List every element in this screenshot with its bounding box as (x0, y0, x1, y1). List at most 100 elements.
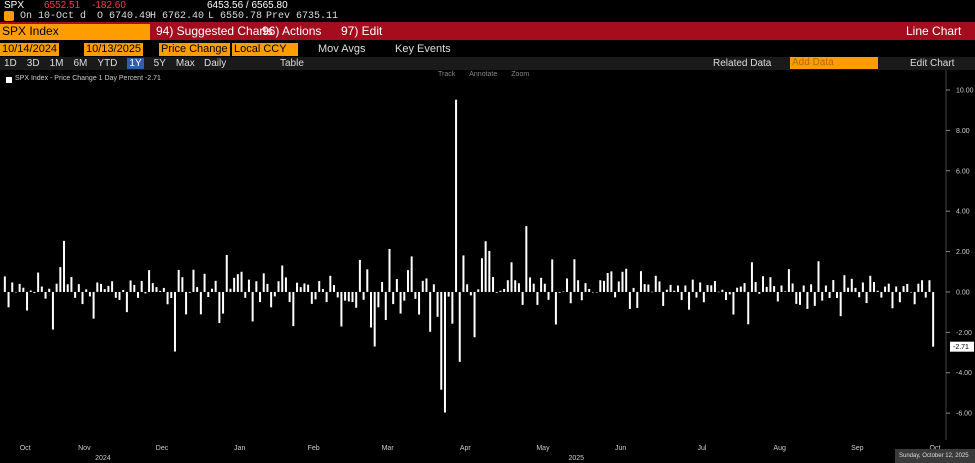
field-select[interactable]: Price Change (159, 43, 230, 56)
suggested-charts[interactable]: 94) Suggested Charts (156, 24, 273, 38)
bar (199, 291, 202, 315)
bar (403, 291, 406, 301)
period-button[interactable]: 3D (26, 58, 40, 69)
low: L 6550.78 (208, 11, 263, 22)
period-button[interactable]: 1D (4, 58, 17, 69)
bar (63, 240, 66, 292)
period-button[interactable]: YTD (97, 58, 118, 69)
bar (244, 291, 247, 298)
bar (832, 280, 835, 292)
period-button[interactable]: 6M (73, 58, 88, 69)
bar (207, 291, 210, 298)
period-button[interactable]: 5Y (153, 58, 166, 69)
open: O 6740.49 (97, 11, 152, 22)
chart-tools: Track Annotate Zoom (438, 71, 529, 78)
bar (33, 291, 36, 293)
bar (614, 291, 617, 298)
bar (240, 271, 243, 292)
bar (835, 291, 838, 299)
bar (591, 291, 594, 293)
y-tick-label: -6.00 (956, 411, 972, 418)
bar (77, 284, 80, 292)
chart-tool[interactable]: Track (438, 71, 456, 78)
bar (606, 272, 609, 292)
chart-tool[interactable]: Annotate (469, 71, 498, 78)
bar (921, 280, 924, 292)
bar (421, 280, 424, 292)
currency-select[interactable]: Local CCY (232, 43, 298, 56)
bar (26, 291, 29, 311)
bar (451, 291, 454, 324)
bar (621, 271, 624, 292)
actions[interactable]: 96) Actions (262, 24, 322, 38)
bar (917, 283, 920, 292)
quote-date: On 10-Oct d (20, 11, 87, 22)
bar (639, 271, 642, 292)
period-button[interactable]: Max (175, 58, 195, 69)
bar (599, 280, 602, 292)
bar (787, 269, 790, 292)
bar (880, 291, 883, 298)
add-data[interactable]: Add Data (790, 57, 878, 69)
bar (418, 291, 421, 315)
bar (144, 291, 147, 294)
x-tick-label: Jun (615, 445, 626, 452)
bar (566, 278, 569, 292)
edit[interactable]: 97) Edit (341, 24, 383, 38)
bar (466, 284, 469, 292)
bar (7, 291, 10, 308)
bar (480, 258, 483, 292)
bar (536, 291, 539, 305)
related-data[interactable]: Related Data (713, 58, 772, 69)
bar (155, 287, 158, 292)
period-button[interactable]: 1Y (127, 58, 144, 69)
bar (521, 291, 524, 305)
key-events[interactable]: Key Events (395, 43, 451, 55)
bid-ask: 6453.56 / 6565.80 (207, 0, 288, 11)
bar (55, 283, 58, 292)
bar (887, 283, 890, 292)
bar (136, 291, 139, 298)
edit-chart[interactable]: Edit Chart (910, 58, 955, 69)
bar (48, 288, 51, 292)
toolbar: SPX Index 94) Suggested Charts 96) Actio… (0, 22, 975, 40)
bar (443, 291, 446, 413)
bar (551, 259, 554, 292)
mov-avgs[interactable]: Mov Avgs (318, 43, 366, 55)
bar (469, 291, 472, 296)
date-label: Sunday, October 12, 2025 (895, 449, 975, 463)
frequency[interactable]: Daily (204, 58, 227, 69)
table-button[interactable]: Table (280, 58, 304, 69)
bar (51, 291, 54, 330)
bar (303, 283, 306, 292)
bar (543, 283, 546, 292)
bar (691, 279, 694, 292)
security[interactable]: SPX Index (0, 24, 150, 40)
x-tick-label: Nov (78, 445, 91, 452)
bar (314, 291, 317, 300)
y-tick-label: 0.00 (956, 289, 970, 296)
last-value-box (950, 341, 974, 352)
bar (281, 265, 284, 292)
bar (399, 291, 402, 314)
bar (795, 291, 798, 304)
chart-tool[interactable]: Zoom (511, 71, 530, 78)
bar (66, 284, 69, 292)
bar (632, 287, 635, 292)
start-date[interactable]: 10/14/2024 (0, 43, 60, 56)
x-tick-label: Mar (382, 445, 395, 452)
end-date[interactable]: 10/13/2025 (84, 43, 144, 56)
bar (369, 291, 372, 328)
bar (595, 291, 598, 293)
bar (3, 276, 6, 292)
bar (362, 291, 365, 300)
bar (710, 285, 713, 292)
bar (373, 291, 376, 347)
bar (355, 291, 358, 308)
bar (540, 277, 543, 292)
bar (517, 283, 520, 292)
x-tick-label: Feb (308, 445, 320, 452)
bar (665, 289, 668, 292)
bar (895, 286, 898, 292)
period-button[interactable]: 1M (49, 58, 64, 69)
